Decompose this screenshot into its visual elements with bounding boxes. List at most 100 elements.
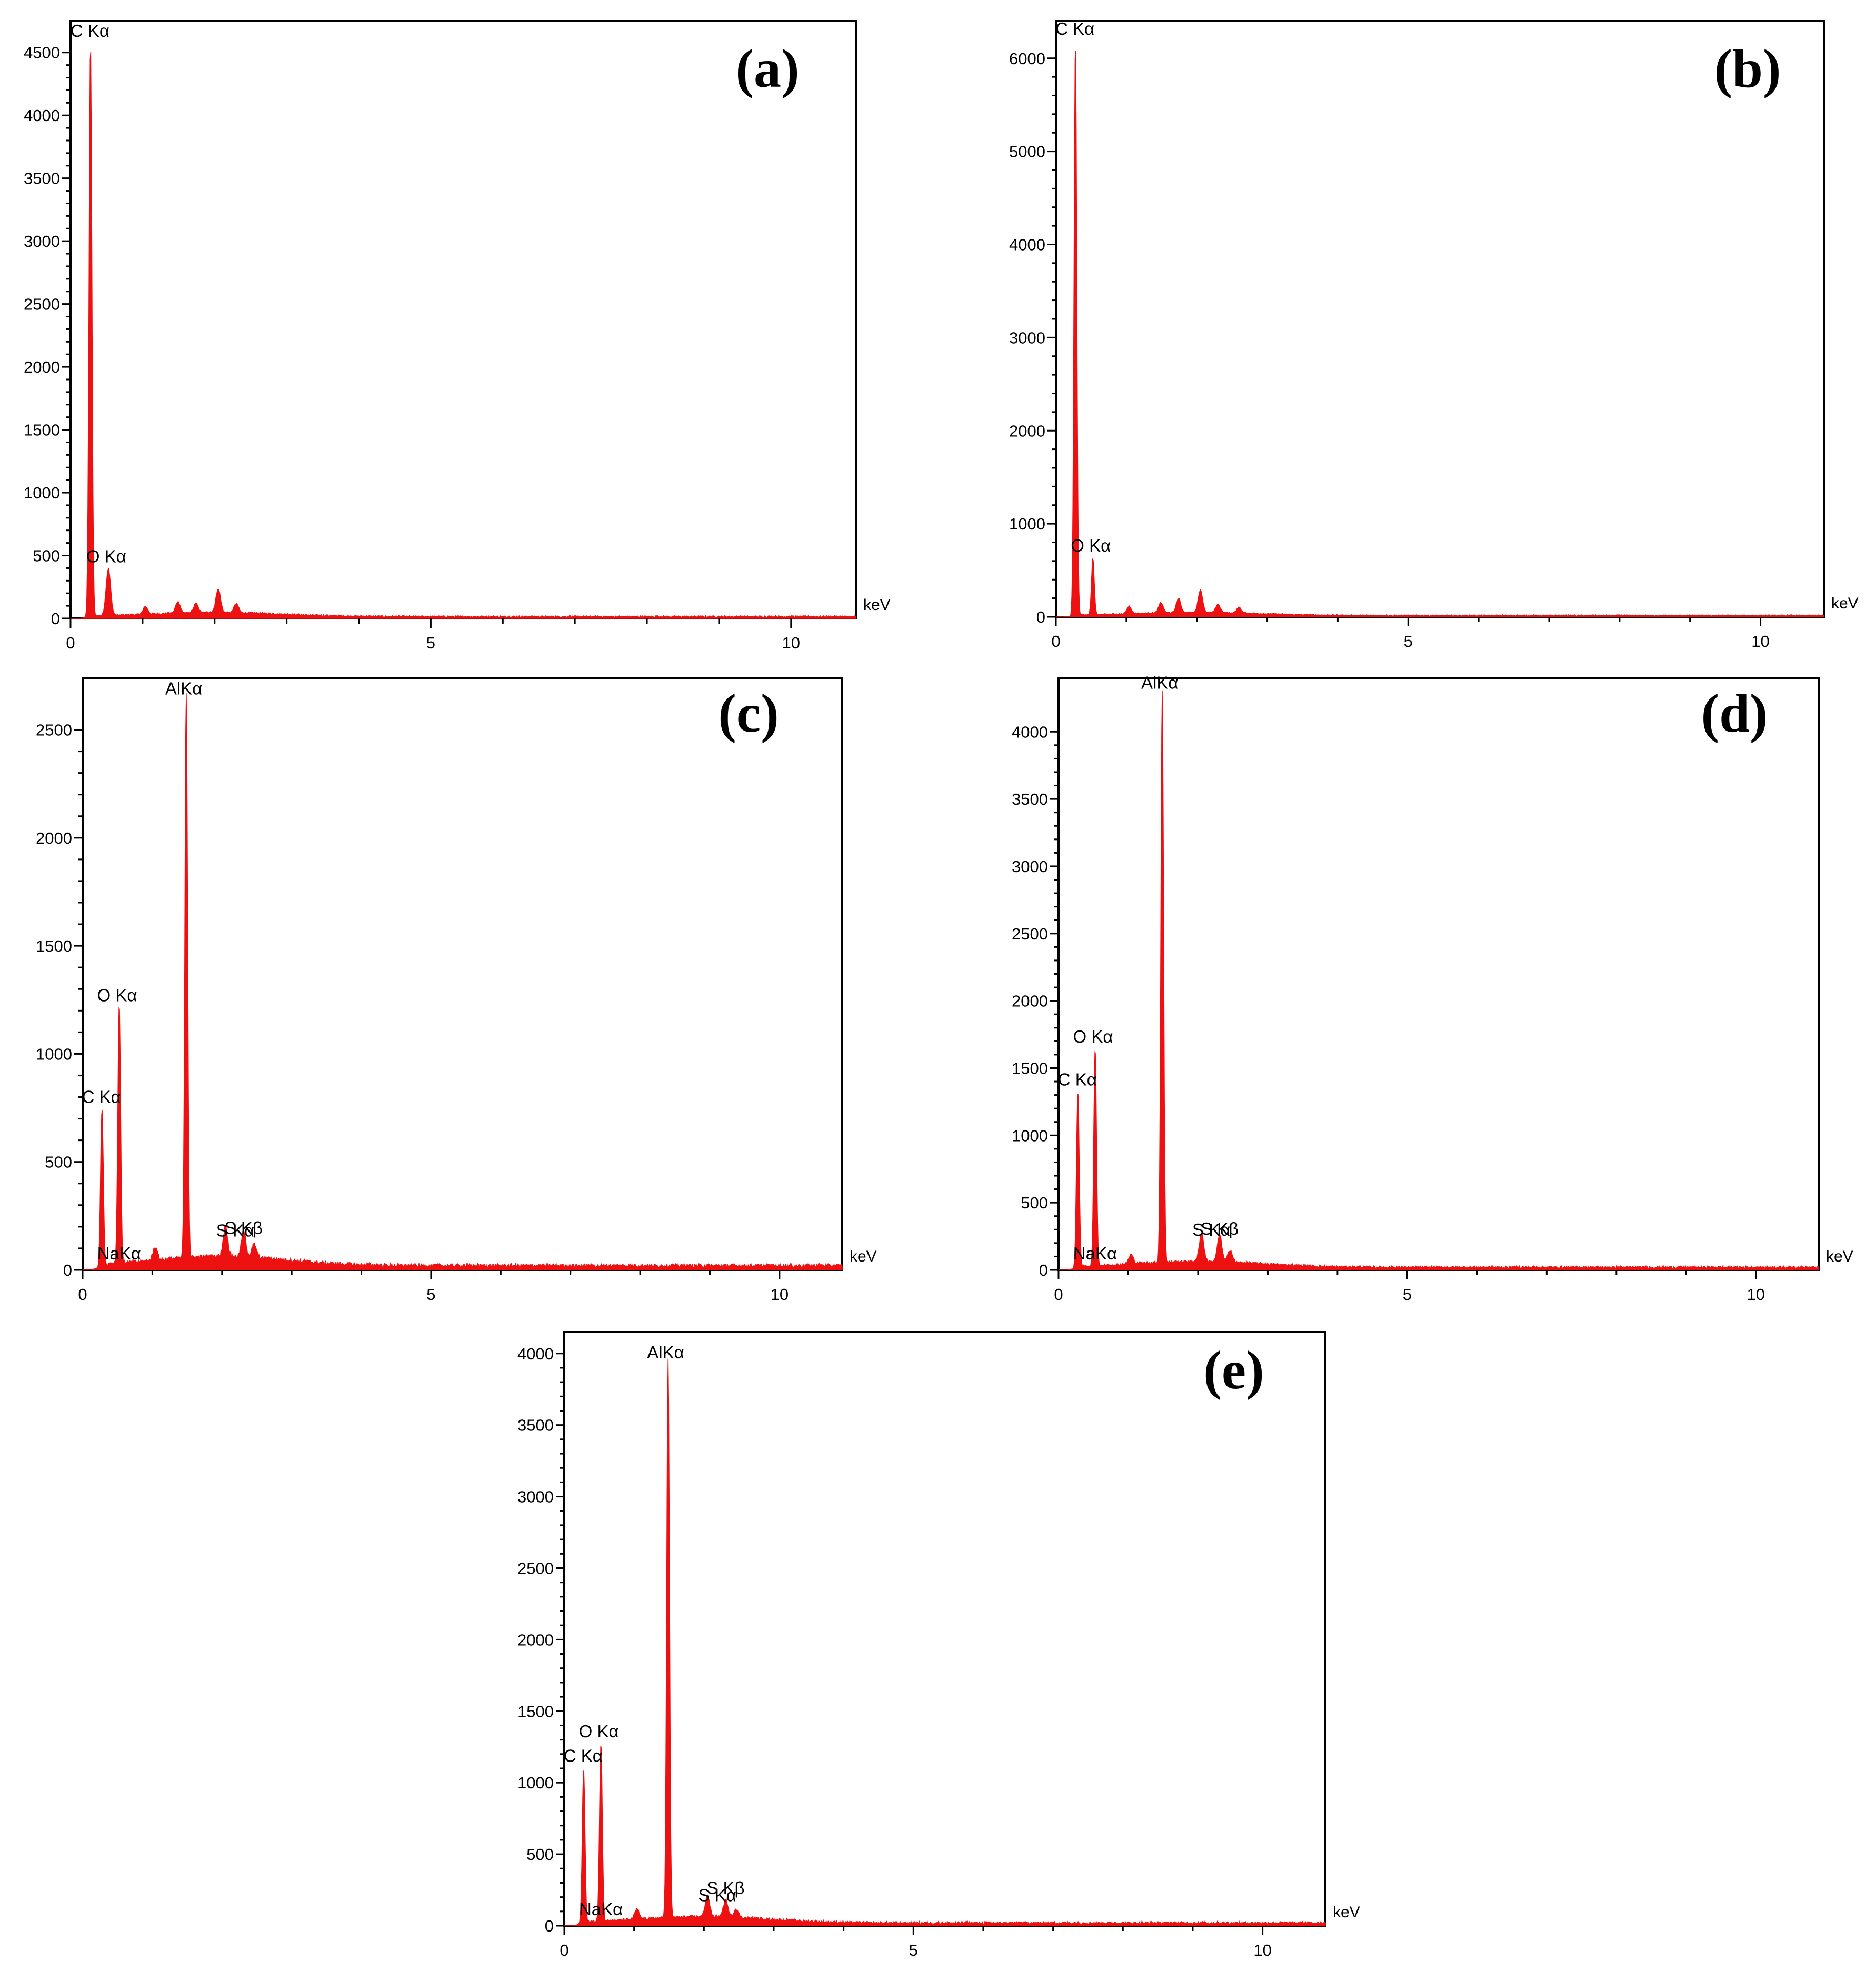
plot-frame <box>1057 677 1820 1271</box>
x-tick-label: 0 <box>560 1941 568 1959</box>
panel-label: (e) <box>1203 1340 1264 1400</box>
y-tick-label: 1500 <box>36 937 72 955</box>
peak-label: NaKα <box>97 1244 141 1263</box>
x-tick-label: 10 <box>1747 1285 1765 1304</box>
peak-label: O Kα <box>1071 536 1111 555</box>
x-unit-label: keV <box>1826 1248 1853 1265</box>
y-tick-label: 1000 <box>24 484 60 502</box>
peak-label: S Kβ <box>225 1218 263 1237</box>
spectrum-area <box>1059 690 1819 1270</box>
peak-label: S Kα <box>1192 1220 1230 1239</box>
plot-frame <box>69 20 857 619</box>
y-tick-label: 0 <box>51 609 60 628</box>
y-tick-label: 1000 <box>1012 1126 1048 1145</box>
panel-label: (c) <box>718 683 779 744</box>
x-unit-label: keV <box>863 596 891 614</box>
x-tick-label: 0 <box>1054 1285 1063 1304</box>
y-tick-label: 0 <box>545 1917 554 1935</box>
x-tick-label: 10 <box>1751 632 1769 651</box>
x-tick-label: 5 <box>426 1285 435 1304</box>
y-tick-label: 1000 <box>517 1774 554 1792</box>
plot-frame <box>82 677 843 1271</box>
x-unit-label: keV <box>1831 595 1859 612</box>
peak-label: O Kα <box>579 1722 619 1741</box>
x-tick-label: 5 <box>909 1941 918 1959</box>
spectrum-area <box>564 1358 1326 1927</box>
y-tick-label: 1500 <box>1012 1059 1048 1077</box>
peak-label: O Kα <box>86 547 126 566</box>
y-tick-label: 1500 <box>517 1702 554 1720</box>
y-tick-label: 3000 <box>1009 328 1045 347</box>
spectrum-area <box>1056 51 1824 617</box>
panel-label: (d) <box>1701 683 1768 744</box>
x-tick-label: 5 <box>1404 632 1413 651</box>
peak-label: S Kβ <box>706 1878 744 1898</box>
y-tick-label: 2000 <box>1012 992 1048 1010</box>
y-tick-label: 500 <box>526 1845 554 1864</box>
spectrum-area <box>71 51 856 619</box>
peak-label: C Kα <box>1055 19 1094 38</box>
peak-label: C Kα <box>82 1087 121 1106</box>
y-tick-label: 2000 <box>1009 422 1045 440</box>
y-tick-label: 2000 <box>36 829 72 847</box>
y-tick-label: 2500 <box>24 295 60 314</box>
peak-label: C Kα <box>71 21 109 41</box>
y-tick-label: 0 <box>1036 608 1045 626</box>
peak-label: AlKα <box>647 1343 684 1362</box>
y-tick-label: 1500 <box>24 421 60 439</box>
x-unit-label: keV <box>850 1248 877 1265</box>
edx-panel-e: 0 500 1000 1500 2000 2500 3000 3500 4000 0 5 10 keV C… <box>517 1331 1360 1959</box>
edx-panel-c: 0 500 1000 1500 2000 2500 0 5 10 keV C Kα O Kα NaKα A… <box>36 677 877 1304</box>
x-tick-label: 10 <box>782 634 800 652</box>
y-tick-label: 1000 <box>36 1045 72 1063</box>
y-tick-label: 500 <box>45 1153 72 1172</box>
panel-label: (a) <box>735 38 799 99</box>
y-tick-label: 3500 <box>24 169 60 188</box>
x-tick-label: 5 <box>1403 1285 1412 1304</box>
edx-panel-d: 0 500 1000 1500 2000 2500 3000 3500 4000 0 5 10 keV C… <box>1012 673 1853 1304</box>
y-tick-label: 4000 <box>1009 236 1045 254</box>
y-tick-label: 3500 <box>517 1416 554 1435</box>
y-tick-label: 4000 <box>1012 723 1048 741</box>
peak-label: S Kα <box>216 1221 254 1240</box>
y-tick-label: 2500 <box>36 721 72 739</box>
plot-frame <box>1055 20 1825 618</box>
y-tick-label: 3000 <box>1012 857 1048 876</box>
y-tick-label: 2500 <box>1012 925 1048 943</box>
y-tick-label: 3000 <box>24 232 60 251</box>
y-tick-label: 3000 <box>517 1488 554 1506</box>
y-tick-label: 500 <box>33 547 60 565</box>
peak-label: NaKα <box>1073 1244 1117 1263</box>
y-tick-label: 3500 <box>1012 790 1048 808</box>
y-tick-label: 1000 <box>1009 515 1045 533</box>
x-tick-label: 0 <box>1051 632 1060 651</box>
spectrum-area <box>83 693 843 1270</box>
peak-label: AlKα <box>165 678 202 698</box>
peak-label: S Kα <box>698 1885 736 1905</box>
panel-label: (b) <box>1714 38 1781 99</box>
x-tick-label: 0 <box>66 634 75 652</box>
x-unit-label: keV <box>1333 1904 1360 1921</box>
plot-frame <box>563 1331 1326 1927</box>
peak-label: NaKα <box>579 1899 623 1919</box>
y-tick-label: 6000 <box>1009 49 1045 68</box>
y-tick-label: 2000 <box>24 358 60 376</box>
y-tick-label: 0 <box>1039 1261 1048 1279</box>
edx-panel-b: 0 1000 2000 3000 4000 5000 6000 0 5 10 keV C Kα O Kα… <box>1009 19 1859 651</box>
peak-label: S Kβ <box>1201 1219 1239 1238</box>
y-tick-label: 4000 <box>24 106 60 125</box>
x-tick-label: 5 <box>426 634 435 652</box>
peak-label: C Kα <box>1058 1070 1097 1089</box>
y-tick-label: 4000 <box>517 1345 554 1363</box>
x-tick-label: 0 <box>78 1285 87 1304</box>
peak-label: AlKα <box>1141 673 1178 692</box>
y-tick-label: 2500 <box>517 1559 554 1577</box>
y-tick-label: 500 <box>1021 1194 1048 1212</box>
peak-label: O Kα <box>1073 1027 1113 1046</box>
x-tick-label: 10 <box>771 1285 789 1304</box>
edx-panel-a: 0 500 1000 1500 2000 2500 3000 3500 4000 4500 0 5 10… <box>24 20 891 652</box>
peak-label: C Kα <box>564 1746 603 1765</box>
y-tick-label: 0 <box>63 1261 72 1279</box>
y-tick-label: 4500 <box>24 44 60 62</box>
